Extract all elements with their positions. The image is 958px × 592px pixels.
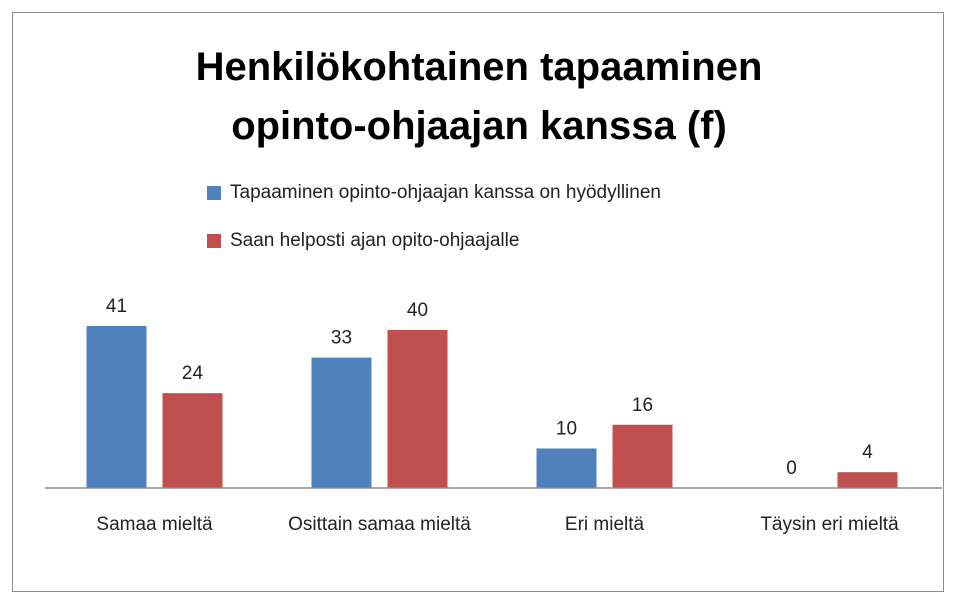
bar: [86, 326, 147, 488]
data-label: 0: [786, 458, 797, 479]
legend-label: Tapaaminen opinto-ohjaajan kanssa on hyö…: [230, 182, 661, 203]
data-label: 40: [407, 300, 428, 321]
legend-label: Saan helposti ajan opito-ohjaajalle: [230, 230, 520, 251]
data-label: 4: [862, 442, 873, 463]
data-label: 33: [331, 328, 352, 349]
legend-swatch: [207, 234, 221, 248]
bar: [837, 472, 898, 488]
x-tick-label: Täysin eri mieltä: [760, 514, 899, 535]
bar: [311, 357, 372, 488]
x-tick-label: Eri mieltä: [564, 514, 645, 535]
data-label: 16: [632, 395, 653, 416]
legend-item: Saan helposti ajan opito-ohjaajalle: [207, 229, 519, 253]
legend-item: Tapaaminen opinto-ohjaajan kanssa on hyö…: [207, 181, 661, 205]
bar: [387, 329, 448, 488]
bar: [162, 393, 223, 488]
data-label: 24: [182, 363, 204, 384]
chart-title: Henkilökohtainen tapaaminen opinto-ohjaa…: [195, 45, 763, 148]
bar: [612, 424, 673, 488]
data-label: 41: [106, 296, 127, 317]
data-label: 10: [556, 418, 577, 439]
x-tick-label: Samaa mieltä: [96, 514, 213, 535]
bar: [536, 448, 597, 488]
x-tick-label: Osittain samaa mieltä: [288, 514, 471, 535]
legend-swatch: [207, 186, 221, 200]
